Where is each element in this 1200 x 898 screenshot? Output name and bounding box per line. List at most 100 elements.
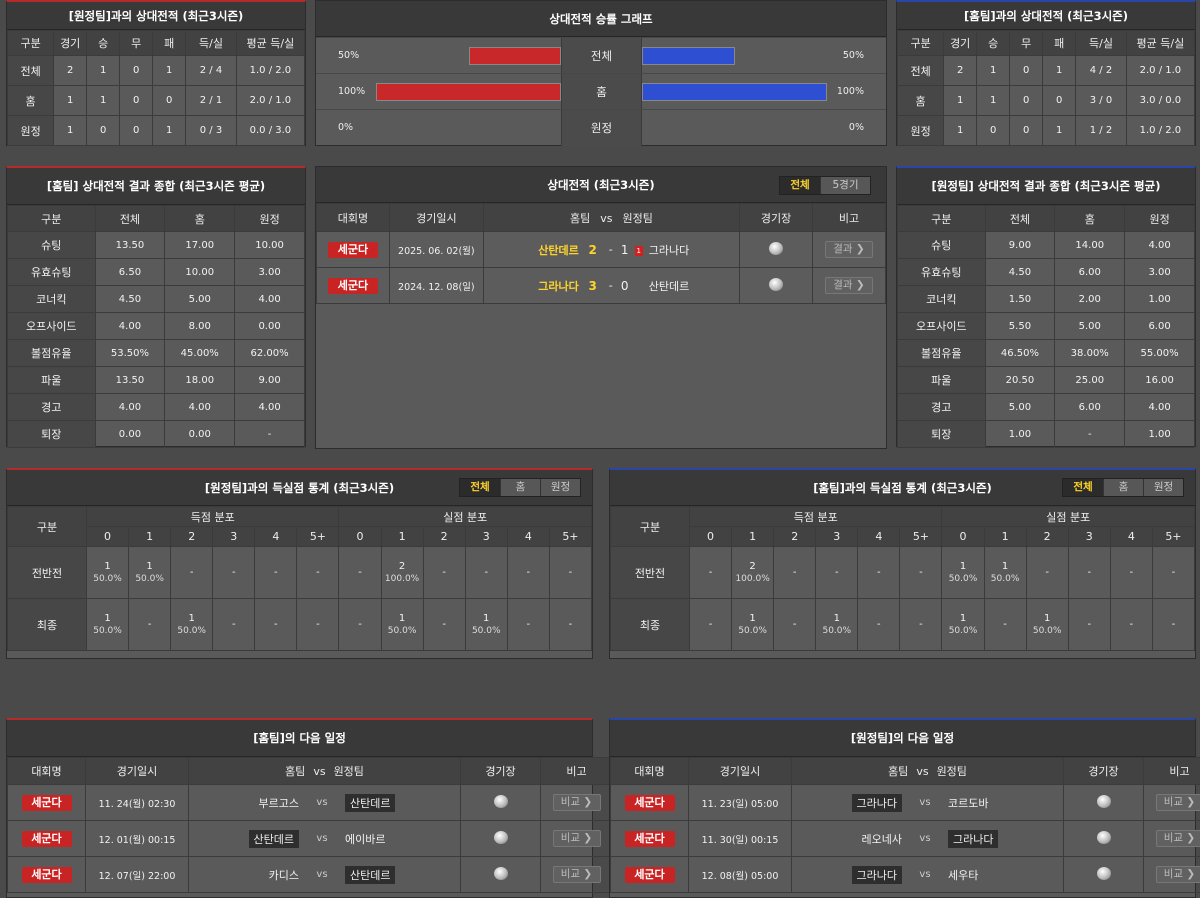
- date-cell: 12. 01(월) 00:15: [86, 821, 189, 857]
- tab-away[interactable]: 원정: [540, 479, 580, 496]
- ball-icon: [494, 795, 508, 808]
- away-team-name: 세우타: [948, 869, 978, 882]
- table-cell: -: [255, 599, 297, 651]
- compare-button[interactable]: 비교 ❯: [1156, 830, 1200, 847]
- conceded-header: 실점 분포: [339, 507, 592, 527]
- header-venue: 경기장: [461, 758, 541, 785]
- league-badge: 세군다: [625, 795, 675, 811]
- left-percent: 50%: [338, 50, 359, 61]
- header-vs: vs: [916, 765, 928, 778]
- column-header: 패: [153, 31, 186, 56]
- away-score: 1: [615, 243, 635, 257]
- table-cell: 46.50%: [985, 340, 1055, 367]
- tab-home[interactable]: 홈: [500, 479, 540, 496]
- count: -: [213, 567, 254, 579]
- tab-all[interactable]: 전체: [780, 177, 820, 194]
- league-badge: 세군다: [625, 867, 675, 883]
- count: -: [255, 567, 296, 579]
- tab-all[interactable]: 전체: [460, 479, 500, 496]
- table-cell: -: [423, 547, 465, 599]
- count: -: [1027, 567, 1068, 579]
- tab-5games[interactable]: 5경기: [820, 177, 870, 194]
- compare-button[interactable]: 비교 ❯: [553, 866, 601, 883]
- home-team-name: 그라나다: [852, 866, 902, 884]
- home-team: 그라나다: [792, 866, 902, 884]
- count: -: [339, 619, 380, 631]
- tab-away[interactable]: 원정: [1143, 479, 1183, 496]
- table-cell: 0: [1010, 56, 1043, 86]
- table-cell: -: [1110, 599, 1152, 651]
- goal-count-header: 1: [732, 527, 774, 547]
- table-cell: -: [1152, 547, 1194, 599]
- row-label: 홈: [898, 86, 944, 116]
- table-cell: 3.00: [1125, 259, 1195, 286]
- table-cell: -: [255, 547, 297, 599]
- row-label: 경고: [898, 394, 986, 421]
- venue-cell: [1064, 857, 1144, 893]
- table-cell: 4.00: [1125, 232, 1195, 259]
- table-cell: 62.00%: [235, 340, 305, 367]
- table-cell: 25.00: [1055, 367, 1125, 394]
- table-cell: -: [213, 599, 255, 651]
- table-cell: -: [900, 547, 942, 599]
- goals-right-tabs: 전체 홈 원정: [1062, 478, 1184, 497]
- home-team: 그라나다: [484, 278, 579, 294]
- result-button[interactable]: 결과 ❯: [825, 241, 873, 258]
- away-team: 에이바르: [345, 831, 385, 847]
- table-cell: 1: [54, 116, 87, 146]
- count: -: [858, 567, 899, 579]
- count: -: [1153, 619, 1194, 631]
- tab-all[interactable]: 전체: [1063, 479, 1103, 496]
- tab-home[interactable]: 홈: [1103, 479, 1143, 496]
- ball-icon: [1097, 795, 1111, 808]
- column-header: 원정: [1125, 206, 1195, 232]
- right-percent: 100%: [837, 86, 864, 97]
- result-button[interactable]: 결과 ❯: [825, 277, 873, 294]
- compare-button[interactable]: 비교 ❯: [553, 794, 601, 811]
- compare-button[interactable]: 비교 ❯: [1156, 866, 1200, 883]
- graph-label: 전체: [561, 38, 642, 74]
- header-away: 원정팀: [622, 212, 652, 225]
- header-league: 대회명: [317, 204, 390, 232]
- column-header: 구분: [8, 31, 54, 56]
- column-header: 무: [120, 31, 153, 56]
- compare-button[interactable]: 비교 ❯: [1156, 794, 1200, 811]
- goal-count-header: 3: [816, 527, 858, 547]
- column-header: 전체: [985, 206, 1055, 232]
- row-label: 최종: [8, 599, 87, 651]
- table-cell: 38.00%: [1055, 340, 1125, 367]
- league-cell: 세군다: [8, 857, 86, 893]
- compare-button[interactable]: 비교 ❯: [553, 830, 601, 847]
- table-cell: 55.00%: [1125, 340, 1195, 367]
- header-away: 원정팀: [334, 765, 364, 778]
- table-cell: 18.00: [165, 367, 235, 394]
- goal-count-header: 2: [171, 527, 213, 547]
- table-cell: 2 / 4: [186, 56, 237, 86]
- count: -: [424, 567, 465, 579]
- row-label: 유효슈팅: [898, 259, 986, 286]
- row-label: 전체: [898, 56, 944, 86]
- count: -: [1111, 619, 1152, 631]
- stats-left-title: [홈팀] 상대전적 결과 종합 (최근3시즌 평균): [7, 168, 305, 205]
- header-vs: vs: [313, 765, 325, 778]
